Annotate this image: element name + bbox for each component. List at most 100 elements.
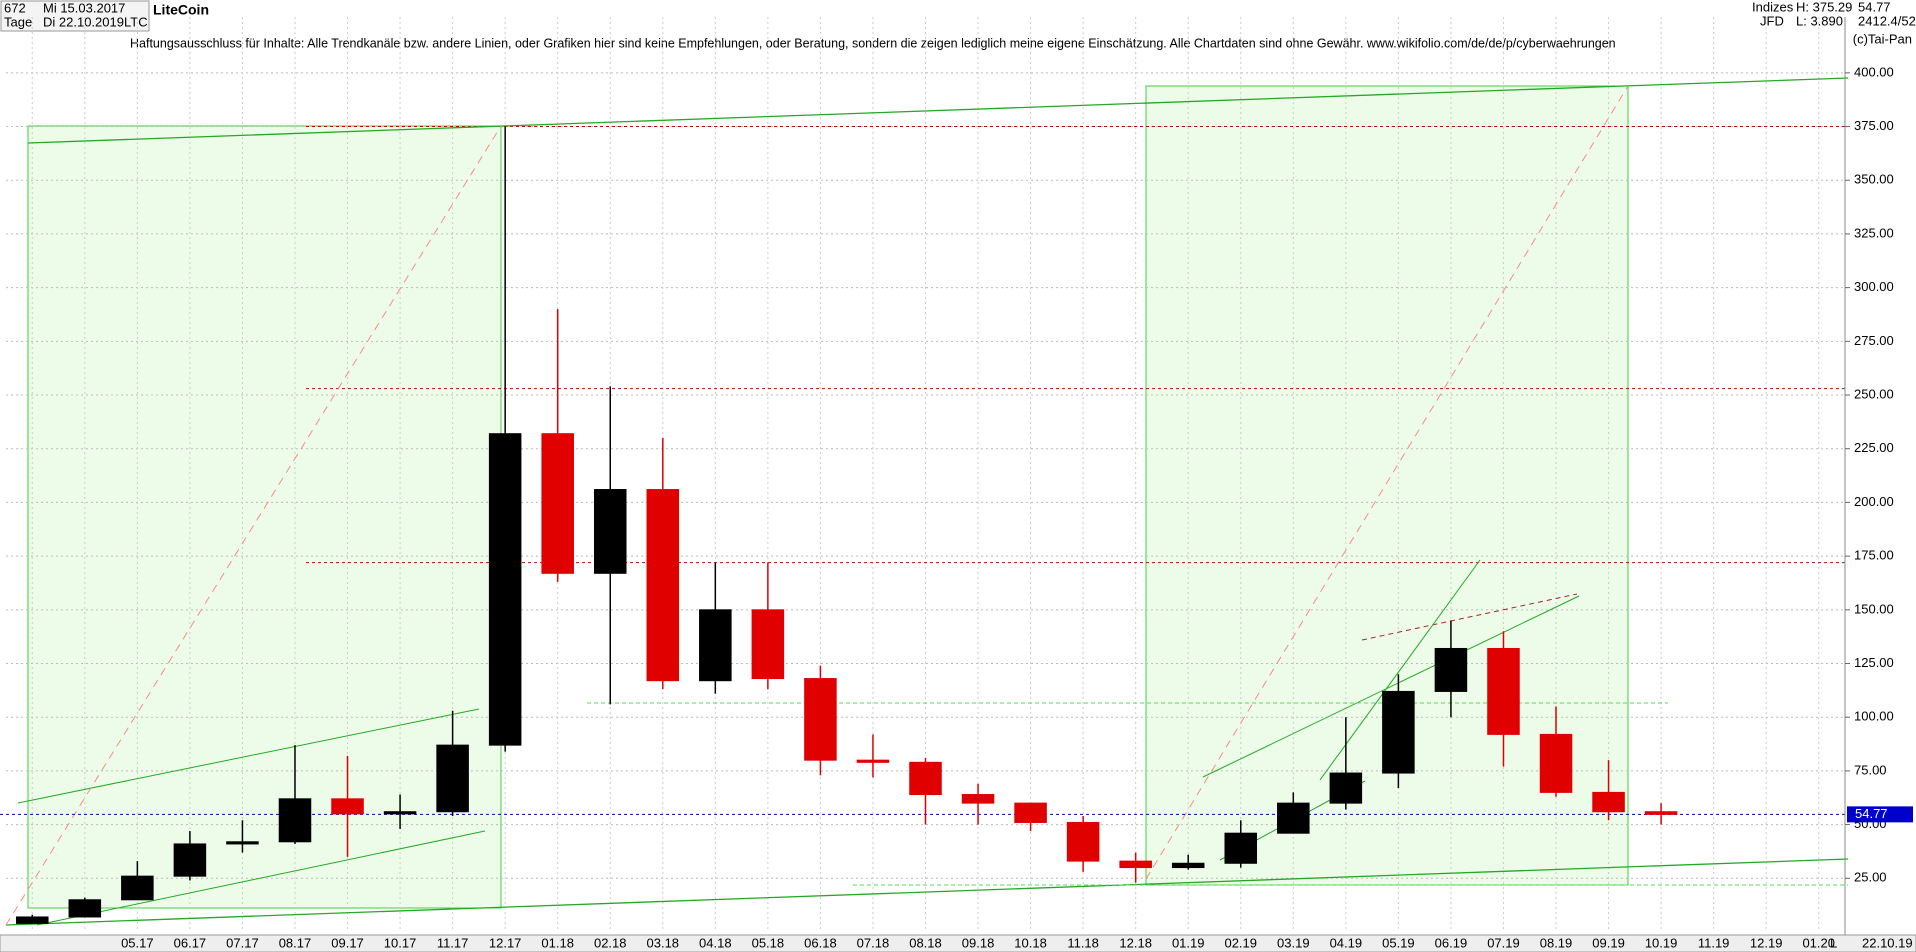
x-tick-label: 12.17 (489, 935, 522, 950)
candle-body (541, 433, 574, 574)
last-price-box (1847, 806, 1913, 823)
scale-mode: L (1830, 935, 1837, 950)
x-tick-label: 05.17 (121, 935, 154, 950)
x-tick-label: 01.20 (1802, 935, 1835, 950)
grid (6, 17, 1845, 932)
overlay (5, 77, 1849, 926)
x-tick-label: 07.19 (1487, 935, 1520, 950)
indizes: Indizes (1752, 0, 1794, 14)
x-tick-label: 12.19 (1750, 935, 1783, 950)
trend-line (17, 708, 480, 804)
y-tick-label: 400.00 (1854, 64, 1894, 79)
green-box (27, 125, 502, 909)
x-tick-label: 03.19 (1277, 935, 1310, 950)
y-tick-label: 100.00 (1854, 709, 1894, 724)
candle-body (646, 489, 680, 682)
y-tick-label: 375.00 (1854, 118, 1894, 133)
candle-body (1539, 733, 1573, 793)
candle-body (1066, 821, 1100, 862)
x-tick-label: 12.18 (1119, 935, 1152, 950)
candle-body (121, 875, 154, 901)
x-tick-label: 11.19 (1698, 935, 1730, 950)
candle-body (1592, 791, 1625, 813)
candle-body (1119, 860, 1152, 869)
symbol: LTC (124, 14, 148, 29)
candle-body (1644, 811, 1678, 815)
header-box (0, 0, 150, 32)
candle-body (68, 899, 102, 918)
x-tick-label: 09.18 (962, 935, 995, 950)
x-tick-label: 01.19 (1172, 935, 1205, 950)
candle-body (383, 811, 417, 815)
trend-line (1319, 559, 1481, 781)
candle-body (961, 794, 995, 804)
candle-body (226, 841, 259, 845)
x-tick-label: 03.18 (647, 935, 680, 950)
x-tick-label: 06.17 (174, 935, 207, 950)
x-tick-label: 01.18 (541, 935, 574, 950)
y-tick-label: 325.00 (1854, 225, 1894, 240)
start-date: Mi 15.03.2017 (43, 0, 125, 15)
trend-line (36, 830, 486, 926)
chart-title: LiteCoin (153, 2, 209, 18)
candle-body (488, 433, 522, 746)
extra: 2412.4/52 (1858, 13, 1916, 28)
y-tick-label: 75.00 (1854, 762, 1887, 777)
candle-body (804, 678, 837, 761)
x-tick-label: 11.18 (1067, 935, 1099, 950)
x-tick-label: 08.18 (909, 935, 942, 950)
period: Tage (4, 14, 32, 29)
trend-line (1361, 593, 1578, 641)
x-axis-strip (0, 934, 1916, 952)
end-date: Di 22.10.2019 (43, 14, 124, 29)
y-tick-label: 175.00 (1854, 548, 1894, 563)
x-tick-label: 11.17 (437, 935, 469, 950)
candle-body (1487, 647, 1520, 735)
x-tick-label: 02.18 (594, 935, 627, 950)
broker: JFD (1760, 13, 1784, 28)
last: 54.77 (1858, 0, 1891, 14)
diagonal (1145, 85, 1629, 880)
x-tick-label: 04.18 (699, 935, 732, 950)
x-tick-label: 07.17 (226, 935, 259, 950)
x-tick-label: 10.18 (1014, 935, 1047, 950)
y-tick-label: 225.00 (1854, 440, 1894, 455)
copyright: (c)Tai-Pan (1853, 31, 1912, 46)
x-tick-label: 04.19 (1330, 935, 1363, 950)
candle-body (751, 609, 785, 680)
diagonal (5, 125, 502, 926)
y-tick-label: 350.00 (1854, 172, 1894, 187)
x-tick-label: 07.18 (857, 935, 890, 950)
x-tick-label: 06.19 (1435, 935, 1468, 950)
x-tick-label: 08.19 (1540, 935, 1573, 950)
last-price-label: 54.77 (1855, 806, 1888, 821)
count: 672 (4, 0, 26, 15)
trend-line (1202, 595, 1580, 778)
candle-body (16, 916, 49, 924)
end-short: 22.10.19 (1862, 935, 1913, 950)
y-tick-label: 275.00 (1854, 333, 1894, 348)
candle-body (593, 489, 627, 574)
y-tick-label: 200.00 (1854, 494, 1894, 509)
x-tick-label: 06.18 (804, 935, 837, 950)
x-tick-label: 10.19 (1645, 935, 1678, 950)
y-tick-label: 125.00 (1854, 655, 1894, 670)
candle-body (1382, 690, 1415, 774)
trend-line (27, 77, 1849, 144)
x-tick-label: 09.19 (1592, 935, 1625, 950)
candle-body (1171, 862, 1205, 869)
candle-body (1014, 802, 1047, 823)
y-tick-label: 150.00 (1854, 601, 1894, 616)
candle-body (856, 759, 890, 763)
x-tick-label: 02.19 (1224, 935, 1257, 950)
candle-body (1277, 802, 1310, 834)
x-tick-label: 09.17 (331, 935, 364, 950)
high: H: 375.29 (1796, 0, 1852, 14)
x-tick-label: 05.18 (752, 935, 785, 950)
candle-body (278, 798, 312, 843)
x-tick-label: 10.17 (384, 935, 417, 950)
candle-body (1224, 832, 1258, 864)
x-tick-label: 08.17 (279, 935, 312, 950)
y-tick-label: 250.00 (1854, 386, 1894, 401)
